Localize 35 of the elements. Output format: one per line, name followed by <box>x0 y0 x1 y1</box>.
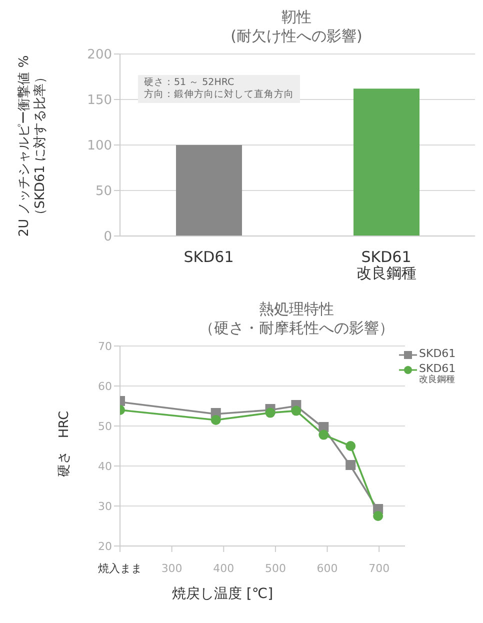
chart-subtitle: (耐欠け性への影響) <box>230 27 364 46</box>
y-tick-label: 30 <box>98 500 112 513</box>
y-tick-label: 50 <box>98 420 112 433</box>
y-tick-label: 150 <box>87 93 112 108</box>
y-tick-label: 40 <box>98 460 112 473</box>
point <box>346 460 356 470</box>
x-tick-label: 700 <box>368 562 390 575</box>
x-tick-label: 400 <box>213 562 234 575</box>
chart-title: 熱処理特性 <box>258 300 335 319</box>
x-tick-label: 焼入まま <box>98 562 142 575</box>
x-tick-label: 500 <box>264 562 286 575</box>
point <box>373 511 384 521</box>
y-tick-label: 0 <box>104 230 112 245</box>
point <box>291 406 302 416</box>
legend-label: SKD61 <box>419 347 456 360</box>
point <box>265 408 276 418</box>
x-tick-label: 600 <box>316 562 338 575</box>
y-axis-title: 2U ノッチシャルピー衝撃値 % （SKD61 に対する比率） <box>17 55 48 237</box>
y-tick-label: 60 <box>98 380 112 393</box>
y-tick-label: 200 <box>87 48 112 63</box>
point <box>346 441 356 451</box>
point <box>210 415 221 425</box>
y-tick-label: 100 <box>87 138 112 154</box>
legend-label: SKD61 改良鋼種 <box>419 362 456 385</box>
chart-subtitle: （硬さ・耐摩耗性への影響） <box>198 319 395 338</box>
point <box>318 430 329 440</box>
x-tick-label: 300 <box>161 562 182 575</box>
annotation: 方向：鍛伸方向に対して直角方向 <box>144 89 294 101</box>
x-axis-title: 焼戻し温度 [℃] <box>172 586 274 602</box>
chart-title: 靭性 <box>280 8 312 27</box>
y-axis-title: 硬さ HRC <box>57 410 72 478</box>
y-tick-label: 50 <box>95 184 112 200</box>
y-tick-label: 20 <box>98 540 112 553</box>
annotation: 硬さ：51 ～ 52HRC <box>144 77 236 89</box>
y-tick-label: 70 <box>98 340 112 353</box>
